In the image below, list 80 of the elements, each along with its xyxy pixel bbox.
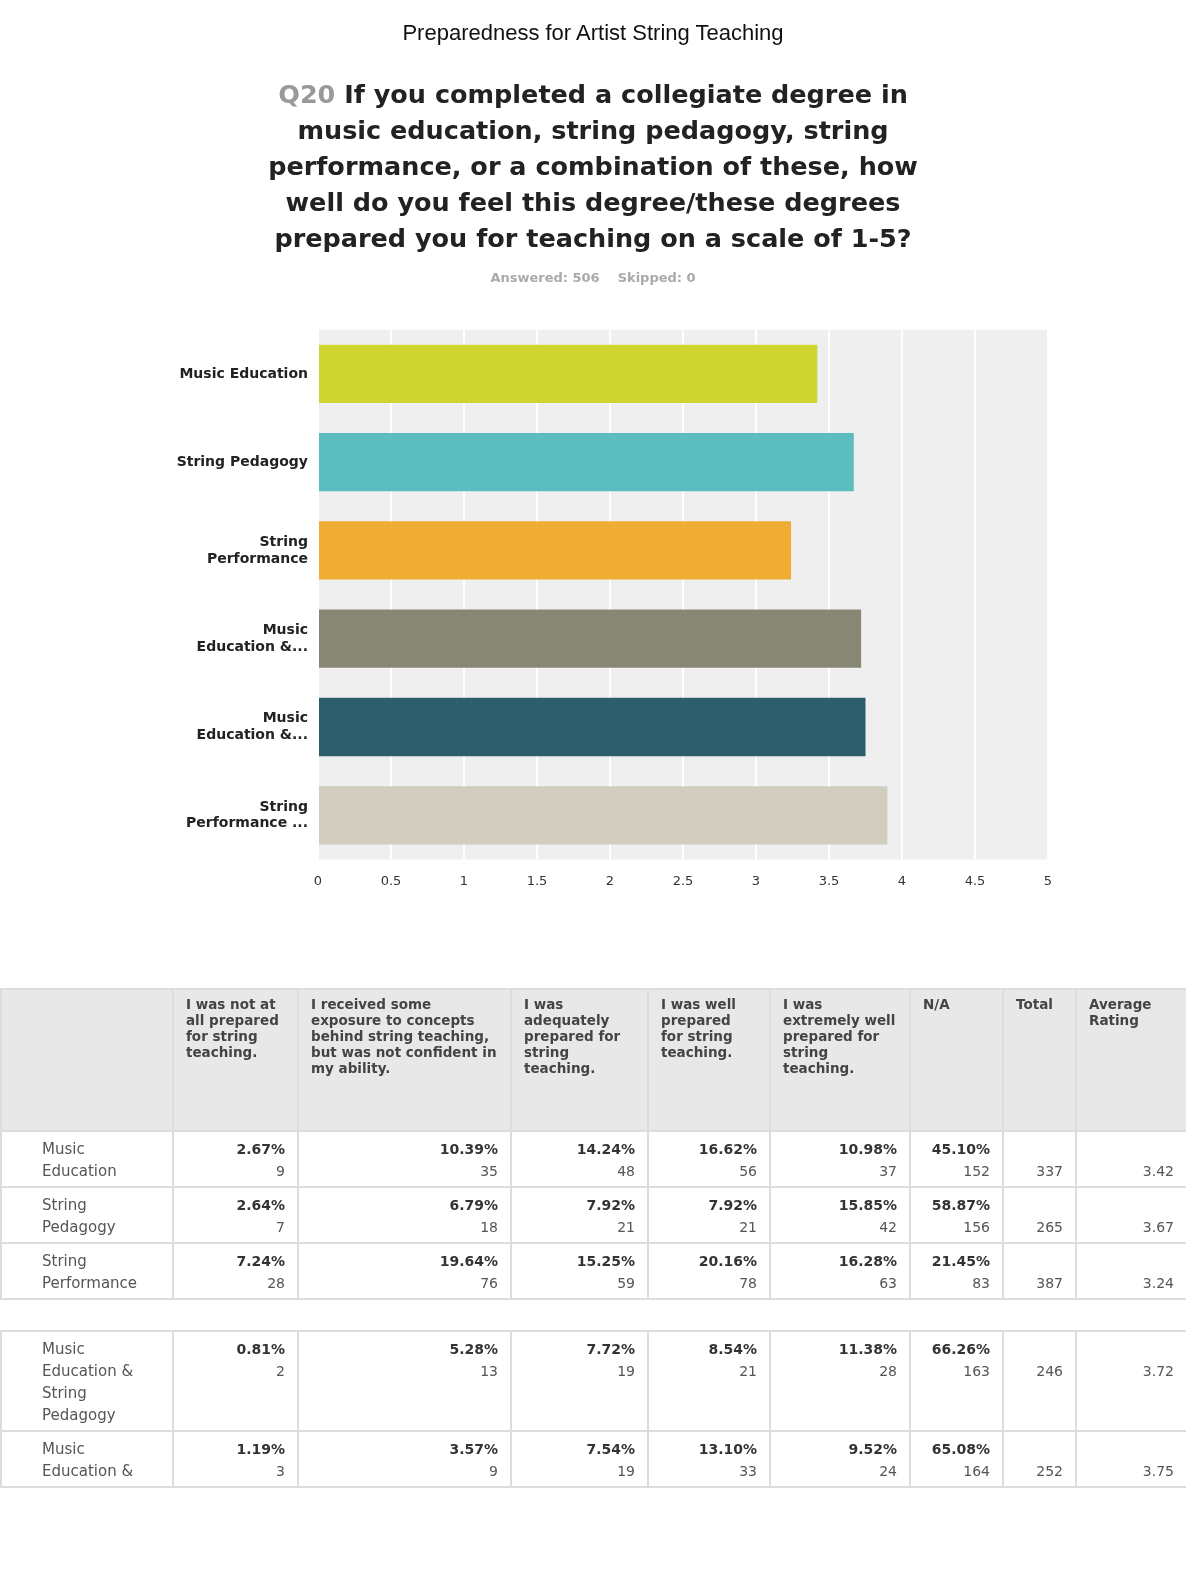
text: 20.16% 78	[698, 1253, 757, 1291]
text: 19.64% 76	[439, 1253, 498, 1291]
text: 6.79% 18	[449, 1197, 498, 1235]
x-tick-label: 4	[897, 872, 907, 888]
bar	[319, 344, 818, 404]
category-label: I was well prepared for string teaching.	[648, 989, 770, 1131]
text: 45.10% 152	[931, 1141, 990, 1179]
chart-subtitle: Q20 If you completed a collegiate degree in music education, string pedagogy, string performance, or a combination of these, how well do you feel this degree/these degrees prepared you for teaching on a scale of 1-5?	[267, 78, 919, 255]
text: 7.24% 28	[236, 1253, 285, 1291]
text: 252	[1036, 1463, 1063, 1479]
x-tick-label: 0.5	[380, 872, 402, 888]
x-tick-label: 2.5	[672, 872, 694, 888]
text: 1.19% 3	[236, 1441, 285, 1479]
x-tick-label: 1.5	[526, 872, 548, 888]
text: 3.72	[1142, 1363, 1174, 1379]
category-label: Total	[1003, 989, 1076, 1131]
text: 10.98% 37	[838, 1141, 897, 1179]
text: 7.92% 21	[708, 1197, 757, 1235]
x-tick-label: 4.5	[964, 872, 986, 888]
text: 3.67	[1142, 1219, 1174, 1235]
category-label: I received some exposure to concepts behind string teaching, but was not confident in my ability.	[298, 989, 511, 1131]
category-label: String Performance	[42, 1252, 138, 1292]
text: 15.25% 59	[576, 1253, 635, 1291]
text: 15.85% 42	[838, 1197, 897, 1235]
chart-title: Preparedness for Artist String Teaching	[401, 20, 785, 46]
text: 2.67% 9	[236, 1141, 285, 1179]
text: 11.38% 28	[838, 1341, 897, 1379]
bar	[319, 609, 862, 668]
category-label: I was not at all prepared for string teaching.	[173, 989, 298, 1131]
text: 337	[1036, 1163, 1063, 1179]
text: 9.52% 24	[848, 1441, 897, 1479]
text: 7.72% 19	[586, 1341, 635, 1379]
text: 66.26% 163	[931, 1341, 990, 1379]
text: 16.28% 63	[838, 1253, 897, 1291]
text: 65.08% 164	[931, 1441, 990, 1479]
bar	[319, 786, 888, 845]
x-tick-label: 5	[1043, 872, 1053, 888]
y-tick-label: Music Education &...	[196, 620, 308, 654]
text: 21.45% 83	[931, 1253, 990, 1291]
category-label: N/A	[910, 989, 1003, 1131]
text: 8.54% 21	[708, 1341, 757, 1379]
x-tick-label: 2	[605, 872, 615, 888]
text: 10.39% 35	[439, 1141, 498, 1179]
text: 246	[1036, 1363, 1063, 1379]
text: 14.24% 48	[576, 1141, 635, 1179]
y-tick-label: String Pedagogy	[176, 452, 308, 469]
category-label: Average Rating	[1076, 989, 1186, 1131]
x-tick-label: 1	[459, 872, 469, 888]
y-tick-label: Music Education &...	[196, 709, 308, 743]
category-label: String Pedagogy	[42, 1196, 116, 1236]
x-tick-label: 3.5	[818, 872, 840, 888]
bar	[319, 697, 866, 757]
text: 387	[1036, 1275, 1063, 1291]
text: 58.87% 156	[931, 1197, 990, 1235]
text: 0.81% 2	[236, 1341, 285, 1379]
text: Answered: 506	[490, 270, 600, 285]
x-tick-label: 3	[751, 872, 761, 888]
y-tick-label: String Performance ...	[186, 797, 308, 831]
y-tick-label: String Performance	[206, 532, 308, 566]
text: 3.42	[1142, 1163, 1174, 1179]
text: 265	[1036, 1219, 1063, 1235]
text: Skipped: 0	[617, 270, 696, 285]
text: 2.64% 7	[236, 1197, 285, 1235]
category-label: I was adequately prepared for string teaching.	[511, 989, 648, 1131]
category-label: Music Education &	[42, 1440, 134, 1480]
y-tick-label: Music Education	[179, 364, 308, 381]
text: 3.24	[1142, 1275, 1174, 1291]
bar	[319, 521, 792, 580]
text: 3.57% 9	[449, 1441, 498, 1479]
text: 3.75	[1142, 1463, 1174, 1479]
text: 7.54% 19	[586, 1441, 635, 1479]
bar	[319, 433, 854, 492]
x-tick-label: 0	[313, 872, 323, 888]
text: 5.28% 13	[449, 1341, 498, 1379]
category-label: I was extremely well prepared for string teaching.	[770, 989, 910, 1131]
category-label: Music Education	[42, 1140, 117, 1180]
category-label: Music Education & String Pedagogy	[42, 1340, 134, 1424]
text: 16.62% 56	[698, 1141, 757, 1179]
text: 7.92% 21	[586, 1197, 635, 1235]
text: 13.10% 33	[698, 1441, 757, 1479]
